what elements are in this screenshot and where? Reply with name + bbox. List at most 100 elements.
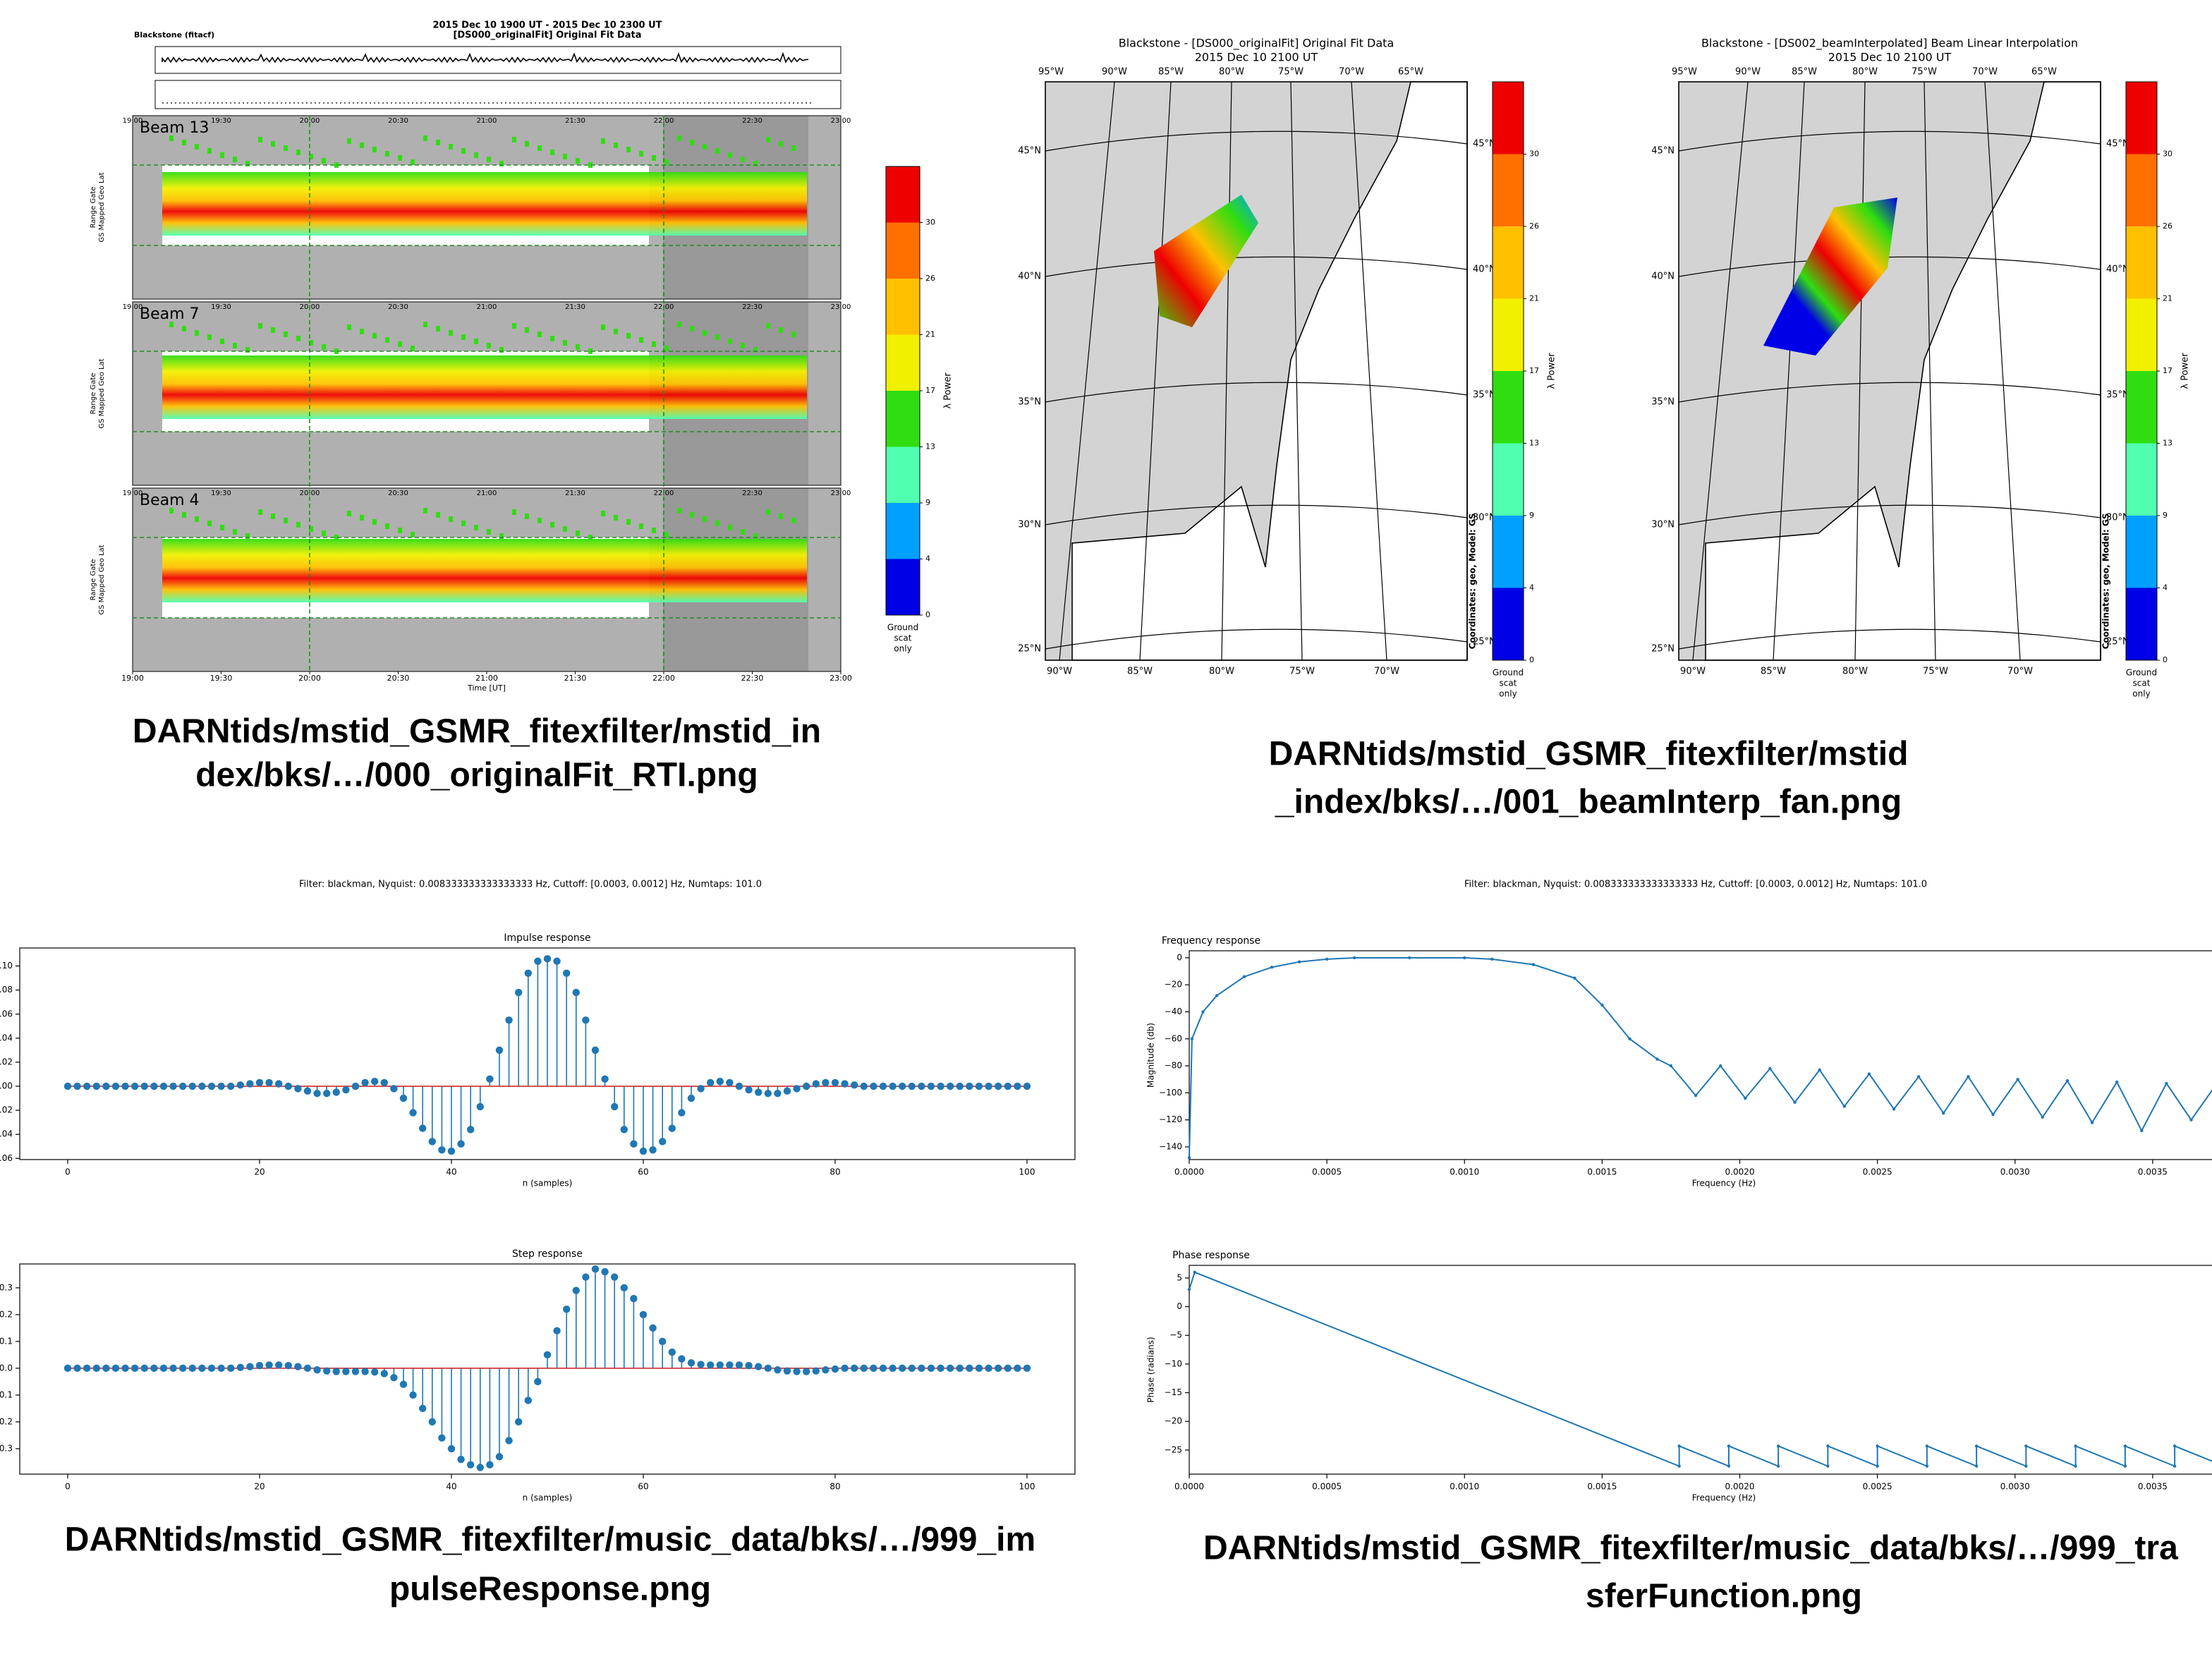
stem-marker bbox=[956, 1082, 964, 1090]
stem-marker bbox=[1004, 1082, 1012, 1090]
graticule bbox=[1692, 81, 1749, 661]
series-marker bbox=[1694, 1094, 1698, 1097]
echo-speck bbox=[347, 324, 351, 330]
colorbar-tick-label: 30 bbox=[925, 218, 935, 227]
stem-marker bbox=[841, 1080, 849, 1088]
stem-marker bbox=[102, 1082, 110, 1090]
panel-time-label: 19:30 bbox=[211, 303, 231, 311]
panel-time-label: 22:00 bbox=[654, 117, 674, 125]
stem-marker bbox=[495, 1046, 504, 1054]
echo-speck bbox=[626, 333, 631, 339]
stem-marker bbox=[371, 1078, 379, 1086]
x-tick-label: 0 bbox=[65, 1167, 71, 1177]
stem-marker bbox=[524, 969, 532, 977]
x-tick-label: 0.0010 bbox=[1450, 1167, 1479, 1177]
colorbar-segment bbox=[2126, 226, 2157, 299]
echo-speck bbox=[550, 336, 554, 341]
stem-marker bbox=[524, 1397, 532, 1404]
echo-speck bbox=[271, 327, 275, 333]
echo-speck bbox=[296, 522, 300, 528]
chart-subtitle: [DS000_originalFit] Original Fit Data bbox=[453, 30, 641, 41]
panel-time-label: 21:30 bbox=[565, 303, 585, 311]
echo-speck bbox=[195, 330, 199, 336]
stem-marker bbox=[620, 1126, 628, 1133]
series-marker bbox=[1201, 1010, 1205, 1014]
series-marker bbox=[1974, 1464, 1979, 1468]
stem-marker bbox=[745, 1086, 753, 1094]
stem-marker bbox=[659, 1337, 667, 1346]
echo-speck bbox=[385, 337, 389, 343]
y-axis-label: Phase (radians) bbox=[1146, 1337, 1156, 1402]
graticule bbox=[1351, 81, 1387, 661]
echo-speck bbox=[677, 135, 681, 141]
stem-marker bbox=[380, 1370, 388, 1378]
graticule bbox=[1045, 504, 1468, 525]
stem-marker bbox=[438, 1434, 446, 1442]
colorbar-tick-label: 0 bbox=[2163, 655, 2168, 664]
echo-speck bbox=[487, 343, 491, 348]
stem-marker bbox=[687, 1094, 695, 1102]
x-tick-label: 100 bbox=[1019, 1482, 1035, 1492]
series-marker bbox=[1187, 1156, 1191, 1160]
lon-label: 75°W bbox=[1289, 667, 1315, 677]
stem-marker bbox=[255, 1078, 264, 1087]
colorbar-tick-label: 9 bbox=[925, 498, 930, 507]
stem-marker bbox=[371, 1368, 379, 1376]
colorbar-note: Ground bbox=[1493, 668, 1524, 678]
x-tick-label: 20:00 bbox=[298, 674, 321, 683]
stem-marker bbox=[111, 1082, 120, 1090]
series-marker bbox=[2041, 1115, 2044, 1119]
echo-speck bbox=[715, 148, 719, 154]
stem-marker bbox=[92, 1364, 100, 1373]
colorbar-segment bbox=[886, 222, 920, 279]
colorbar-tick-label: 0 bbox=[925, 610, 930, 619]
caption: DARNtids/mstid_GSMR_fitexfilter/mstid_in bbox=[133, 713, 821, 750]
x-tick-label: 60 bbox=[638, 1167, 648, 1177]
lon-label: 70°W bbox=[1374, 667, 1399, 677]
stem-marker bbox=[678, 1109, 686, 1117]
colorbar-segment bbox=[1493, 371, 1524, 444]
x-tick-label: 0.0030 bbox=[2000, 1167, 2030, 1177]
stem-marker bbox=[764, 1090, 772, 1097]
series-marker bbox=[2165, 1081, 2168, 1086]
colorbar-tick-label: 26 bbox=[2163, 221, 2172, 231]
figure-title: Filter: blackman, Nyquist: 0.00833333333… bbox=[299, 880, 762, 890]
stem-marker bbox=[860, 1364, 868, 1373]
panel-time-label: 19:00 bbox=[123, 489, 143, 497]
echo-speck bbox=[779, 141, 783, 147]
stem-marker bbox=[534, 957, 542, 965]
x-tick-label: 0.0025 bbox=[1863, 1167, 1892, 1177]
lat-label: 30°N bbox=[1473, 513, 1496, 523]
lon-label: 70°W bbox=[1972, 67, 1998, 78]
echo-speck bbox=[233, 343, 237, 348]
stem-marker bbox=[419, 1124, 427, 1132]
echo-speck bbox=[271, 141, 275, 147]
series-marker bbox=[1352, 956, 1356, 960]
stem-marker bbox=[908, 1082, 916, 1090]
chart-title: 2015 Dec 10 1900 UT - 2015 Dec 10 2300 U… bbox=[432, 20, 662, 31]
stem-marker bbox=[150, 1364, 158, 1373]
stem-marker bbox=[899, 1364, 906, 1373]
stem-marker bbox=[332, 1368, 340, 1375]
y-tick-label: −60 bbox=[1165, 1033, 1182, 1043]
echo-speck bbox=[537, 145, 542, 151]
panel-time-label: 20:30 bbox=[388, 117, 408, 125]
series-marker bbox=[1408, 956, 1411, 960]
echo-speck bbox=[677, 508, 681, 513]
stem-marker bbox=[380, 1078, 388, 1087]
x-tick-label: 0.0005 bbox=[1312, 1482, 1342, 1492]
stem-marker bbox=[131, 1364, 139, 1373]
panel-label: Beam 4 bbox=[140, 492, 200, 509]
echo-speck bbox=[182, 326, 186, 332]
echo-speck bbox=[753, 347, 758, 353]
panel-time-label: 21:00 bbox=[477, 303, 497, 311]
echo-speck bbox=[753, 533, 758, 539]
echo-speck bbox=[411, 532, 415, 537]
chart-title: Phase response bbox=[1172, 1250, 1250, 1261]
echo-speck bbox=[398, 155, 402, 161]
x-tick-label: 100 bbox=[1019, 1167, 1035, 1177]
stem-marker bbox=[927, 1082, 935, 1090]
stem-marker bbox=[755, 1088, 762, 1096]
echo-speck bbox=[576, 344, 580, 350]
